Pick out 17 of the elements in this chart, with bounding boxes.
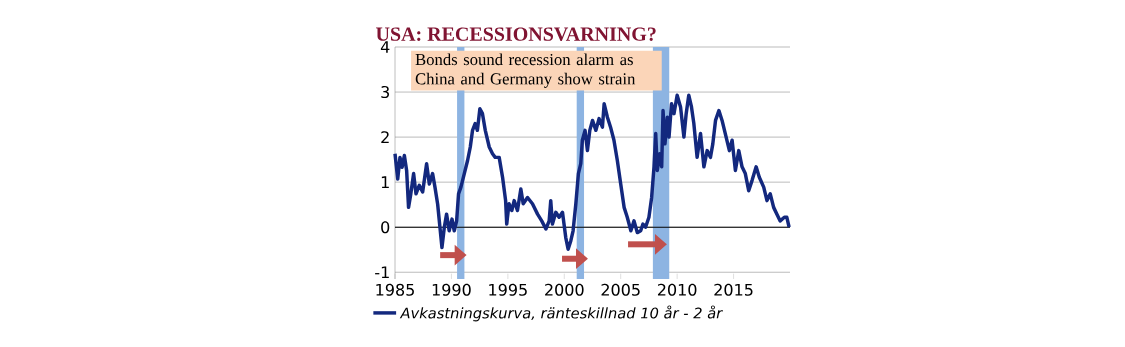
x-tick-label: 1995: [489, 283, 527, 296]
x-tick-label: 2015: [714, 283, 753, 296]
x-tick-label: 1985: [376, 283, 414, 296]
legend-label: Avkastningskurva, ränteskillnad 10 år - 2 år: [399, 305, 723, 322]
x-tick-label: 2000: [545, 283, 584, 296]
x-tick-label: 2005: [601, 283, 640, 296]
chart-title: USA: RECESSIONSVARNING?: [376, 27, 656, 41]
y-tick-label: -1: [375, 266, 389, 279]
y-tick-label: 3: [381, 86, 389, 99]
y-tick-label: 1: [381, 176, 389, 188]
x-tick-label: 1990: [432, 283, 471, 296]
line-series: [393, 93, 791, 252]
x-tick-label: 2010: [657, 283, 697, 296]
annotation: Bonds sound recession alarm as China and Germany show strain: [415, 53, 636, 88]
y-tick-label: 2: [381, 131, 389, 144]
y-tick-label: 0: [381, 221, 390, 234]
y-tick-label: 4: [380, 41, 390, 53]
